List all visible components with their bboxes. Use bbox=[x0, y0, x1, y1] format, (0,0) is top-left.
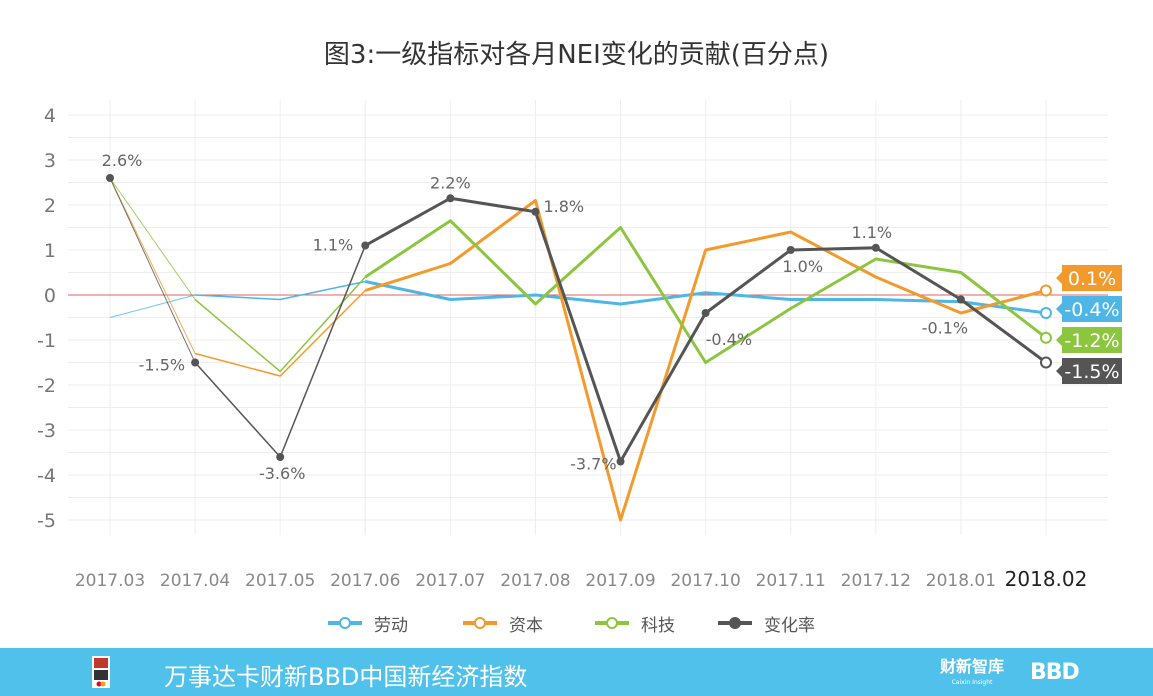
change-point bbox=[871, 243, 880, 252]
change-point bbox=[446, 194, 455, 203]
x-tick-label: 2017.03 bbox=[75, 571, 145, 591]
legend-item-change: 变化率 bbox=[718, 610, 815, 636]
series-end-marker-capital bbox=[1040, 284, 1052, 297]
change-point bbox=[956, 295, 965, 304]
legend-swatch-icon bbox=[595, 617, 629, 629]
change-data-label: 1.8% bbox=[543, 197, 584, 216]
y-tick-label: -1 bbox=[37, 330, 56, 352]
change-data-label: 1.1% bbox=[851, 223, 892, 242]
end-label-text: 0.1% bbox=[1068, 268, 1116, 290]
change-point bbox=[276, 453, 285, 461]
data-labels: 2.6% -1.5% -3.6% 1.1% 2.2% 1.8% -3.7% -0.4% 1.0%… bbox=[102, 151, 968, 483]
series-line-capital-start bbox=[109, 177, 196, 354]
end-label-box bbox=[1056, 296, 1122, 322]
x-tick-label: 2017.05 bbox=[245, 571, 315, 591]
change-point bbox=[191, 358, 200, 367]
change-data-label: -0.1% bbox=[922, 319, 968, 338]
change-data-label: -0.4% bbox=[706, 330, 752, 349]
change-data-label: 2.6% bbox=[102, 151, 143, 170]
change-data-label: -3.7% bbox=[570, 455, 616, 474]
legend-item-capital: 资本 bbox=[463, 610, 543, 636]
change-data-label: 1.0% bbox=[782, 257, 823, 276]
change-data-label: -1.5% bbox=[139, 356, 185, 375]
series-line-tech bbox=[364, 219, 1047, 364]
x-tick-label: 2017.04 bbox=[160, 571, 230, 591]
y-axis: 4 3 2 1 0 -1 -2 -3 -4 -5 bbox=[37, 105, 56, 532]
x-tick-label: 2018.02 bbox=[1005, 567, 1088, 591]
change-point bbox=[531, 207, 540, 216]
legend-swatch-icon bbox=[463, 617, 497, 629]
end-label-text: -0.4% bbox=[1064, 299, 1119, 321]
change-point bbox=[361, 241, 370, 250]
end-label-box bbox=[1056, 358, 1122, 384]
x-tick-label: 2017.11 bbox=[756, 571, 826, 591]
caixin-name: 财新智库 bbox=[940, 657, 1005, 676]
legend-swatch-icon bbox=[718, 617, 752, 629]
change-data-label: -3.6% bbox=[259, 464, 305, 483]
y-tick-label: 2 bbox=[44, 195, 56, 217]
nei-logo-icon bbox=[92, 656, 110, 688]
y-tick-label: -2 bbox=[37, 375, 56, 397]
caixin-subtitle: Caixin Insight bbox=[951, 679, 993, 686]
change-data-label: 1.1% bbox=[313, 236, 354, 255]
x-tick-label: 2017.08 bbox=[500, 571, 570, 591]
end-label-box bbox=[1056, 327, 1122, 353]
series-end-marker-tech bbox=[1040, 331, 1052, 344]
series-line-labor-start bbox=[109, 294, 196, 318]
x-tick-label: 2017.10 bbox=[670, 571, 740, 591]
end-label-labor: -0.4% bbox=[1056, 296, 1122, 322]
legend-swatch-icon bbox=[328, 617, 362, 629]
end-label-capital: 0.1% bbox=[1056, 265, 1122, 291]
legend-label: 变化率 bbox=[764, 615, 815, 636]
legend: 劳动 资本 科技 变化率 bbox=[0, 610, 1153, 636]
bbd-logo: BBD bbox=[1030, 660, 1080, 685]
series-line-capital-early bbox=[194, 289, 366, 377]
y-tick-label: 1 bbox=[44, 240, 56, 262]
end-label-tech: -1.2% bbox=[1056, 327, 1122, 353]
x-tick-label: 2017.09 bbox=[585, 571, 655, 591]
change-point bbox=[616, 457, 625, 466]
legend-label: 资本 bbox=[509, 615, 543, 636]
chart-title: 图3:一级指标对各月NEI变化的贡献(百分点) bbox=[323, 40, 830, 70]
series-line-capital bbox=[364, 199, 1047, 522]
caixin-logo: 财新智库 Caixin Insight bbox=[940, 657, 1005, 690]
end-label-text: -1.5% bbox=[1064, 361, 1119, 383]
x-tick-label: 2017.06 bbox=[330, 571, 400, 591]
footer-title: 万事达卡财新BBD中国新经济指数 bbox=[164, 663, 528, 691]
y-tick-label: -5 bbox=[37, 510, 56, 532]
footer-bar: 万事达卡财新BBD中国新经济指数 财新智库 Caixin Insight BBD bbox=[0, 648, 1153, 696]
series-end-marker-labor bbox=[1040, 307, 1052, 319]
end-label-change: -1.5% bbox=[1056, 358, 1122, 384]
y-tick-label: 0 bbox=[44, 285, 56, 307]
change-point bbox=[786, 246, 795, 254]
grid bbox=[68, 100, 1108, 535]
series-line-labor-early bbox=[195, 280, 366, 301]
legend-item-labor: 劳动 bbox=[328, 610, 408, 636]
x-axis: 2017.03 2017.04 2017.05 2017.06 2017.07 2017.… bbox=[75, 567, 1088, 591]
end-labels: 0.1% -0.4% -1.2% -1.5% bbox=[1056, 265, 1122, 384]
end-label-text: -1.2% bbox=[1064, 330, 1119, 352]
x-tick-label: 2017.12 bbox=[841, 571, 911, 591]
change-point bbox=[701, 309, 710, 317]
change-data-label: 2.2% bbox=[430, 173, 471, 192]
y-tick-label: -4 bbox=[37, 465, 56, 487]
legend-item-tech: 科技 bbox=[595, 610, 675, 636]
series-line-change-start bbox=[109, 177, 196, 363]
y-tick-label: 4 bbox=[44, 105, 56, 127]
end-label-box bbox=[1056, 265, 1122, 291]
y-tick-label: -3 bbox=[37, 420, 56, 442]
series-lines bbox=[106, 174, 1052, 522]
x-tick-label: 2018.01 bbox=[926, 571, 996, 591]
legend-label: 劳动 bbox=[374, 615, 408, 636]
series-end-marker-change bbox=[1040, 356, 1052, 369]
series-line-tech-early bbox=[194, 276, 366, 373]
x-tick-label: 2017.07 bbox=[415, 571, 485, 591]
y-tick-label: 3 bbox=[44, 150, 56, 172]
legend-label: 科技 bbox=[641, 615, 675, 636]
series-line-tech-start bbox=[109, 177, 196, 300]
change-point bbox=[106, 174, 114, 182]
